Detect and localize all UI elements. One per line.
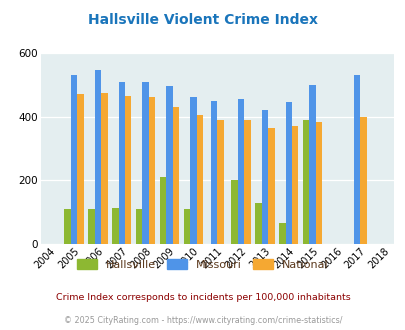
Bar [88,209,94,244]
Bar [118,82,125,244]
Bar [309,85,315,244]
Bar [285,102,291,244]
Bar [237,99,244,244]
Bar [196,115,202,244]
Bar [166,86,172,244]
Bar [112,208,118,244]
Bar [244,120,250,244]
Bar [136,209,142,244]
Legend: Hallsville, Missouri, National: Hallsville, Missouri, National [72,255,333,274]
Bar [77,94,83,244]
Bar [190,97,196,244]
Bar [268,128,274,244]
Bar [231,181,237,244]
Bar [142,82,149,244]
Bar [160,177,166,244]
Bar [183,209,190,244]
Bar [101,93,107,244]
Bar [64,209,70,244]
Bar [255,203,261,244]
Text: © 2025 CityRating.com - https://www.cityrating.com/crime-statistics/: © 2025 CityRating.com - https://www.city… [64,315,341,325]
Bar [360,117,366,244]
Bar [70,75,77,244]
Bar [302,120,309,244]
Bar [315,122,322,244]
Bar [279,222,285,244]
Text: Hallsville Violent Crime Index: Hallsville Violent Crime Index [88,13,317,27]
Text: Crime Index corresponds to incidents per 100,000 inhabitants: Crime Index corresponds to incidents per… [55,292,350,302]
Bar [217,120,223,244]
Bar [172,107,179,244]
Bar [125,96,131,244]
Bar [291,126,298,244]
Bar [210,101,217,244]
Bar [261,110,268,244]
Bar [94,70,101,244]
Bar [353,75,360,244]
Bar [149,97,155,244]
